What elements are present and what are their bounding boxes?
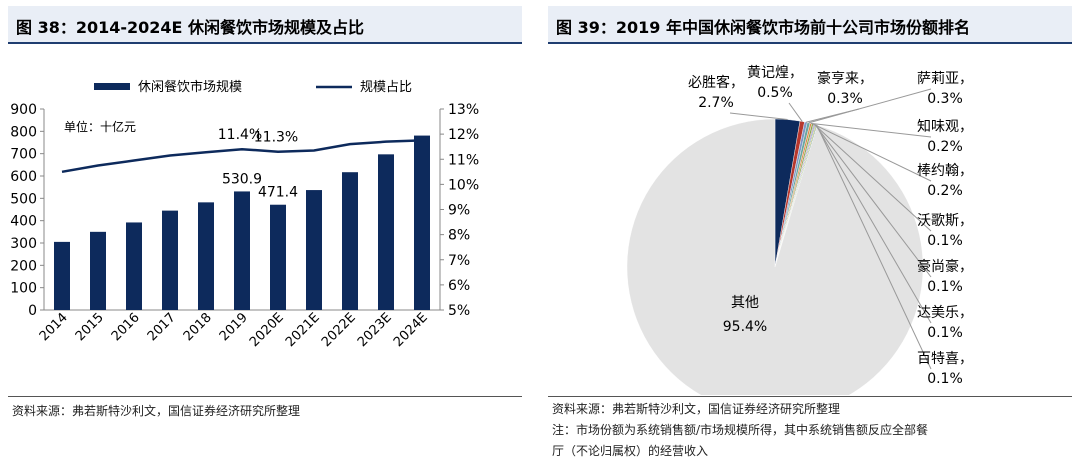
left-title-bar: 图 38：2014-2024E 休闲餐饮市场规模及占比 xyxy=(8,6,522,44)
pie-leader-line xyxy=(814,124,932,278)
pie-label-value: 0.2% xyxy=(927,183,963,199)
right-y-tick-label: 13% xyxy=(448,102,479,118)
pie-label-name: 萨莉亚， xyxy=(917,71,973,87)
left-y-tick-label: 400 xyxy=(10,214,37,230)
pie-leader-line xyxy=(808,88,932,124)
pie-label-value: 0.1% xyxy=(927,371,963,387)
share-line xyxy=(61,139,423,174)
x-tick-label: 2016 xyxy=(109,310,143,344)
pie-slice-其他 xyxy=(626,118,924,395)
bar-2023E xyxy=(378,154,394,310)
right-y-tick-label: 11% xyxy=(448,152,479,168)
left-figure-title: 图 38：2014-2024E 休闲餐饮市场规模及占比 xyxy=(16,18,365,37)
right-y-tick-label: 6% xyxy=(448,278,470,294)
right-source-text: 资料来源：弗若斯特沙利文，国信证券经济研究所整理 xyxy=(552,402,841,416)
bar-2016 xyxy=(126,222,142,310)
x-tick-label: 2022E xyxy=(319,310,359,350)
left-y-tick-label: 900 xyxy=(10,102,37,118)
left-y-tick-label: 0 xyxy=(28,303,37,319)
pie-leader-line xyxy=(729,112,788,121)
right-figure-panel: 图 39：2019 年中国休闲餐饮市场前十公司市场份额排名 必胜客， 2.7% 黄记… xyxy=(540,0,1080,465)
left-source-divider xyxy=(8,396,522,397)
pie-leader-line xyxy=(816,124,932,370)
pie-label-value: 0.5% xyxy=(757,85,793,101)
left-source-text: 资料来源：弗若斯特沙利文，国信证券经济研究所整理 xyxy=(12,404,301,418)
bar-2015 xyxy=(90,231,106,310)
pie-label-name: 百特喜， xyxy=(917,351,973,367)
legend-line-label: 规模占比 xyxy=(360,80,412,95)
pie-label-name: 知味观， xyxy=(917,118,973,135)
left-y-tick-label: 600 xyxy=(10,169,37,185)
bar-2019 xyxy=(234,191,250,310)
bar-2017 xyxy=(162,210,178,310)
right-y-tick-label: 10% xyxy=(448,177,479,193)
unit-label: 单位：十亿元 xyxy=(64,119,136,134)
bar-2021E xyxy=(306,190,322,310)
pie-label-value: 0.3% xyxy=(827,91,863,107)
right-y-tick-label: 9% xyxy=(448,203,470,219)
x-tick-label: 2023E xyxy=(355,310,395,350)
right-source-divider xyxy=(548,396,1072,397)
right-y-tick-label: 7% xyxy=(448,253,470,269)
left-y-tick-label: 700 xyxy=(10,147,37,163)
line-value-label: 11.3% xyxy=(254,130,298,146)
pie-label-name: 棒约翰， xyxy=(917,163,973,179)
bar-2024E xyxy=(414,135,430,310)
pie-label-name: 豪尚豪， xyxy=(917,259,973,275)
left-figure-panel: 图 38：2014-2024E 休闲餐饮市场规模及占比 休闲餐饮市场规模 规模占比… xyxy=(0,0,530,465)
market-share-pie-chart: 必胜客， 2.7% 黄记煌， 0.5% 豪亨来， 0.3% 萨莉亚， 0.3% 知味观， 0.2%… xyxy=(626,64,973,395)
right-note-line-2: 厅（不论归属权）的经营收入 xyxy=(552,444,709,458)
bar-2020E xyxy=(270,204,286,310)
pie-label-value: 0.1% xyxy=(927,279,963,295)
right-y-tick-label: 12% xyxy=(448,127,479,143)
legend-bar-swatch xyxy=(94,83,130,90)
left-y-tick-label: 500 xyxy=(10,191,37,207)
x-tick-label: 2020E xyxy=(247,310,287,350)
x-tick-label: 2014 xyxy=(37,310,71,344)
left-y-tick-label: 200 xyxy=(10,258,37,274)
right-note-line-1: 注：市场份额为系统销售额/市场规模所得，其中系统销售额反应全部餐 xyxy=(552,423,929,437)
pie-label-name: 其他 xyxy=(731,295,759,311)
pie-leader-line xyxy=(812,123,932,182)
x-tick-label: 2015 xyxy=(73,310,107,344)
right-figure-title: 图 39：2019 年中国休闲餐饮市场前十公司市场份额排名 xyxy=(556,18,970,37)
x-tick-label: 2024E xyxy=(391,310,431,350)
pie-label-name: 必胜客， xyxy=(688,74,744,91)
left-y-tick-label: 300 xyxy=(10,236,37,252)
pie-label-value: 0.3% xyxy=(927,91,963,107)
pie-leader-line xyxy=(815,124,932,324)
bar-value-label: 530.9 xyxy=(222,171,262,187)
x-tick-label: 2021E xyxy=(283,310,323,350)
x-tick-label: 2018 xyxy=(181,310,215,344)
bar-2014 xyxy=(54,241,70,310)
pie-label-value: 0.1% xyxy=(927,325,963,341)
right-title-bar: 图 39：2019 年中国休闲餐饮市场前十公司市场份额排名 xyxy=(548,6,1072,44)
bar-value-label: 471.4 xyxy=(258,185,298,201)
pie-label-value: 0.1% xyxy=(927,233,963,249)
pie-label-value: 2.7% xyxy=(698,95,734,111)
left-y-tick-label: 800 xyxy=(10,124,37,140)
pie-label-value: 95.4% xyxy=(723,319,767,335)
left-y-tick-label: 100 xyxy=(10,281,37,297)
right-y-tick-label: 8% xyxy=(448,228,470,244)
bar-2018 xyxy=(198,202,214,310)
pie-label-name: 黄记煌， xyxy=(747,64,803,81)
right-y-tick-label: 5% xyxy=(448,303,470,319)
pie-label-name: 沃歌斯， xyxy=(917,213,973,229)
line-value-label: 11.4% xyxy=(218,127,262,143)
pie-label-name: 达美乐， xyxy=(917,305,973,321)
pie-leader-line xyxy=(810,122,932,138)
bar-2022E xyxy=(342,172,358,310)
legend-bar-label: 休闲餐饮市场规模 xyxy=(138,79,242,95)
pie-leader-line xyxy=(788,102,803,122)
pie-label-name: 豪亨来， xyxy=(817,70,873,87)
pie-leader-line xyxy=(813,123,932,232)
x-tick-label: 2017 xyxy=(145,310,179,344)
x-tick-label: 2019 xyxy=(217,310,251,344)
pie-label-value: 0.2% xyxy=(927,139,963,155)
